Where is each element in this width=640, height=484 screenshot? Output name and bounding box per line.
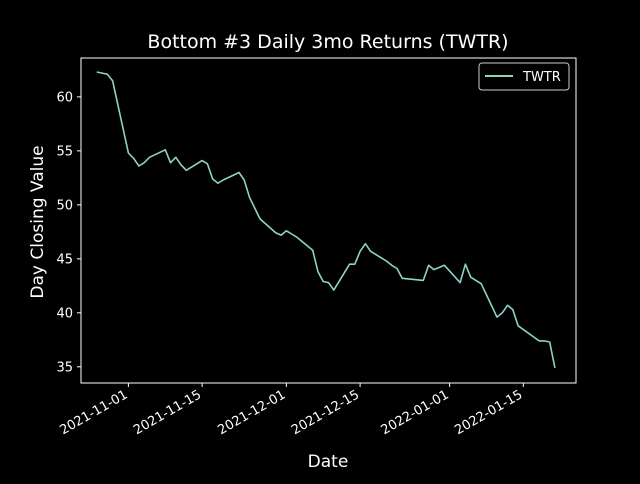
y-axis-label: Day Closing Value (28, 145, 48, 298)
legend-label: TWTR (522, 70, 561, 85)
plot-area (96, 71, 556, 369)
legend-box (478, 62, 570, 91)
y-tick-label: 45 (56, 252, 73, 267)
chart-title: Bottom #3 Daily 3mo Returns (TWTR) (147, 31, 508, 53)
y-tick-label: 40 (56, 306, 73, 321)
y-tick-label: 50 (56, 198, 73, 213)
series-line-twtr (96, 71, 556, 369)
y-tick-label: 60 (56, 90, 73, 105)
legend: TWTR (478, 62, 570, 91)
x-axis-label: Date (308, 452, 349, 472)
axes-frame (80, 57, 577, 384)
y-tick-label: 55 (56, 144, 73, 159)
y-tick-label: 35 (56, 360, 73, 375)
